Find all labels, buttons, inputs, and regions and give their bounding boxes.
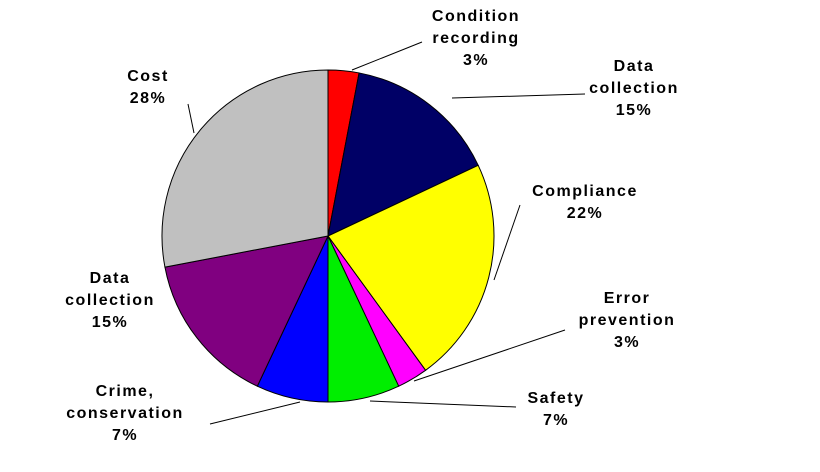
slice-label: Cost 28% bbox=[108, 66, 188, 110]
slice-label: Condition recording 3% bbox=[416, 6, 536, 72]
slice-label: Data collection 15% bbox=[55, 268, 165, 334]
slice-label: Compliance 22% bbox=[515, 181, 655, 225]
pie-slice bbox=[327, 72, 479, 237]
pie-slice bbox=[327, 164, 495, 371]
pie-slice bbox=[161, 69, 329, 268]
value-label: 15% bbox=[615, 102, 653, 119]
leader-line bbox=[369, 400, 517, 408]
category-name: Data collection bbox=[65, 270, 155, 309]
slice-label: Crime, conservation 7% bbox=[40, 381, 210, 447]
slice-label: Safety 7% bbox=[506, 388, 606, 432]
category-name: Condition recording bbox=[431, 8, 521, 47]
category-name: Compliance bbox=[532, 183, 638, 200]
leader-line bbox=[351, 41, 423, 71]
value-label: 7% bbox=[111, 427, 139, 444]
value-label: 7% bbox=[542, 412, 570, 429]
leader-line bbox=[187, 103, 195, 134]
category-name: Error prevention bbox=[578, 290, 676, 329]
pie-slice bbox=[164, 235, 329, 387]
category-name: Safety bbox=[527, 390, 585, 407]
leader-line bbox=[413, 329, 566, 382]
leader-line bbox=[493, 204, 521, 281]
value-label: 22% bbox=[566, 205, 604, 222]
value-label: 3% bbox=[462, 52, 490, 69]
leader-line bbox=[209, 401, 301, 425]
value-label: 3% bbox=[613, 334, 641, 351]
leader-line bbox=[451, 93, 586, 99]
value-label: 15% bbox=[91, 314, 129, 331]
value-label: 28% bbox=[129, 90, 167, 107]
category-name: Data collection bbox=[589, 58, 679, 97]
slice-label: Data collection 15% bbox=[579, 56, 689, 122]
category-name: Cost bbox=[127, 68, 169, 85]
slice-label: Error prevention 3% bbox=[567, 288, 687, 354]
category-name: Crime, conservation bbox=[66, 383, 184, 422]
